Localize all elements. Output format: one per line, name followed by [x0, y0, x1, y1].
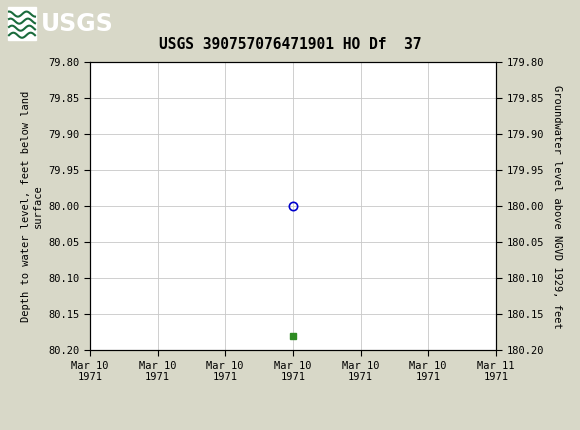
- Y-axis label: Groundwater level above NGVD 1929, feet: Groundwater level above NGVD 1929, feet: [552, 85, 562, 328]
- Polygon shape: [8, 7, 36, 40]
- Text: USGS 390757076471901 HO Df  37: USGS 390757076471901 HO Df 37: [159, 37, 421, 52]
- Text: USGS: USGS: [41, 12, 114, 36]
- Y-axis label: Depth to water level, feet below land
surface: Depth to water level, feet below land su…: [21, 91, 43, 322]
